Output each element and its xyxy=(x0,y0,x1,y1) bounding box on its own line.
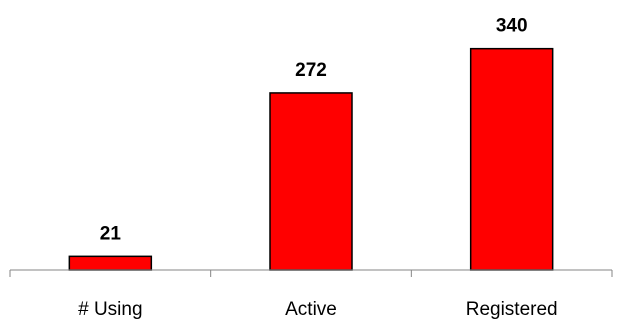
bars-layer xyxy=(68,47,554,271)
data-label-2: 340 xyxy=(496,16,528,37)
bar-1 xyxy=(269,92,353,271)
x-axis: # Using Active Registered xyxy=(9,269,613,320)
data-labels-layer: 21 272 340 xyxy=(100,16,528,245)
x-tick-label-1: Active xyxy=(285,299,337,320)
x-tick-label-0: # Using xyxy=(78,299,142,320)
data-label-1: 272 xyxy=(295,60,327,81)
x-tick-label-2: Registered xyxy=(466,299,558,320)
bar-0 xyxy=(68,255,153,271)
data-label-0: 21 xyxy=(100,223,122,244)
bar-2 xyxy=(469,47,554,271)
